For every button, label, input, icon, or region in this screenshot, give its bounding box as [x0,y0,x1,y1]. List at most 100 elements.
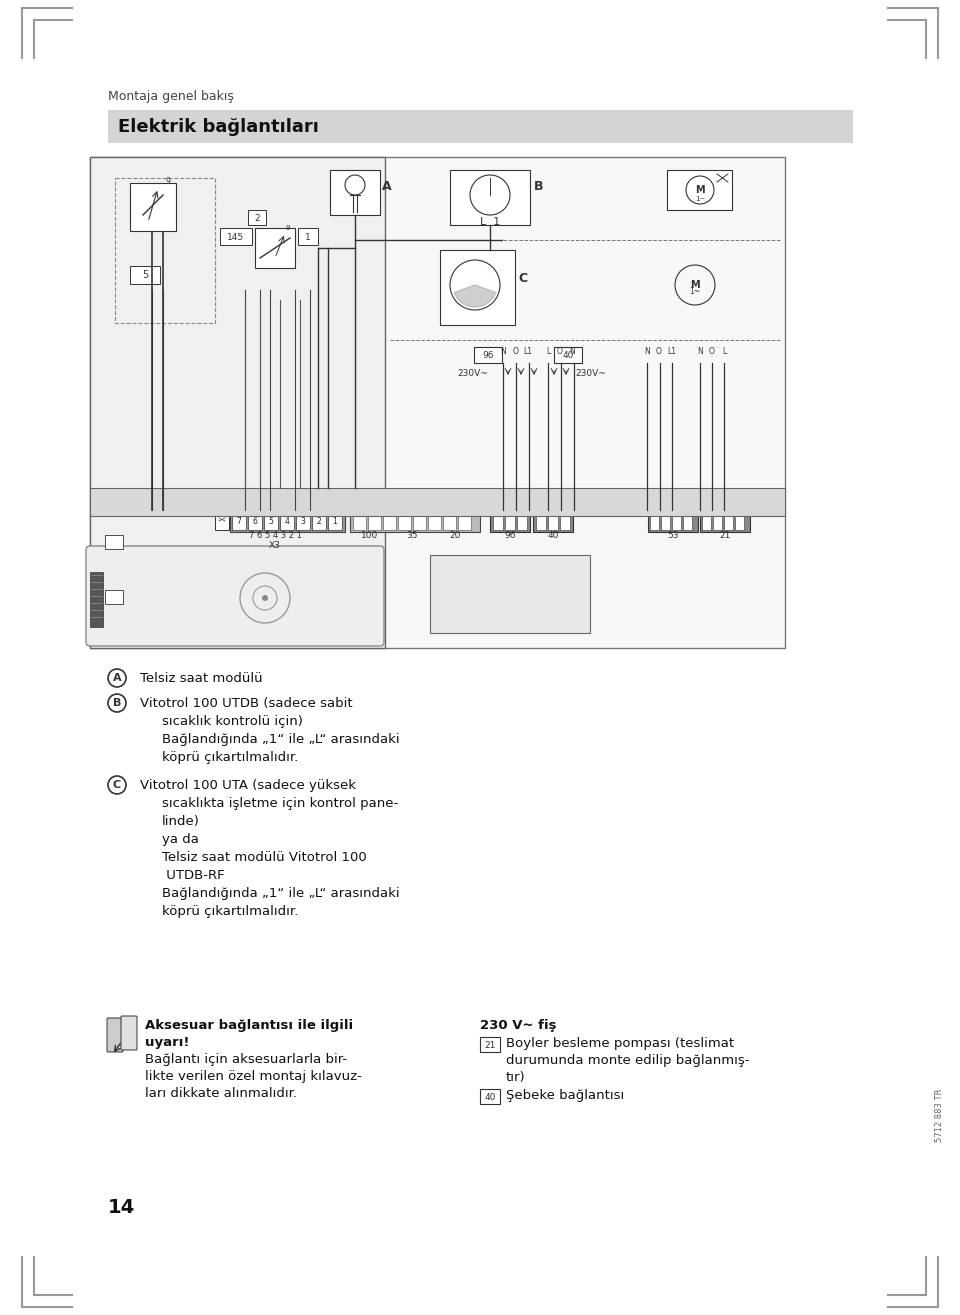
Bar [683,512,692,530]
Bar [353,512,366,530]
Text: UTDB-RF: UTDB-RF [162,868,225,881]
Bar [298,227,318,245]
Text: 3: 3 [300,517,305,526]
FancyBboxPatch shape [86,546,384,646]
Text: M: M [695,185,705,195]
Text: C: C [113,780,121,790]
Bar [115,178,215,323]
Text: Vitotrol 100 UTDB (sadece sabit: Vitotrol 100 UTDB (sadece sabit [140,697,352,710]
Bar [536,512,546,530]
Circle shape [262,594,268,601]
Text: 7: 7 [236,517,241,526]
Bar [350,510,480,533]
Bar [90,572,103,627]
Text: Aksesuar bağlantısı ile ilgili: Aksesuar bağlantısı ile ilgili [145,1019,353,1032]
Text: 96: 96 [504,531,516,540]
Bar [648,510,698,533]
Bar [280,512,294,530]
Bar [505,512,515,530]
Bar [713,512,722,530]
Bar [661,512,670,530]
Text: O: O [656,346,662,355]
Text: O: O [557,346,563,355]
Bar [90,488,785,515]
Text: 9: 9 [285,225,290,231]
Text: 5: 5 [142,270,148,280]
Text: Vitotrol 100 UTA (sadece yüksek: Vitotrol 100 UTA (sadece yüksek [140,778,356,792]
Text: sıcaklık kontrolü için): sıcaklık kontrolü için) [162,714,302,727]
Bar [215,512,229,530]
Bar [480,1038,500,1052]
Text: tır): tır) [506,1070,526,1084]
Text: L: L [546,346,550,355]
Text: durumunda monte edilip bağlanmış-: durumunda monte edilip bağlanmış- [506,1055,750,1066]
Text: Telsiz saat modülü: Telsiz saat modülü [140,672,263,685]
Text: 2: 2 [317,517,322,526]
Bar [667,170,732,210]
Bar [554,347,582,363]
Bar [232,512,246,530]
Text: X3: X3 [269,540,281,550]
Text: 2: 2 [254,213,260,222]
Bar [368,512,381,530]
Text: Elektrik bağlantıları: Elektrik bağlantıları [118,118,319,135]
Bar [474,347,502,363]
Text: N: N [697,346,703,355]
Text: 9: 9 [165,178,170,185]
Bar [650,512,659,530]
Bar [383,512,396,530]
Text: likte verilen özel montaj kılavuz-: likte verilen özel montaj kılavuz- [145,1070,362,1084]
Text: 1: 1 [305,233,311,242]
Text: köprü çıkartılmalıdır.: köprü çıkartılmalıdır. [162,905,299,918]
Bar [248,512,262,530]
Bar [493,512,503,530]
Bar [312,512,326,530]
Text: O: O [709,346,715,355]
Text: A: A [112,673,121,682]
Text: ları dikkate alınmalıdır.: ları dikkate alınmalıdır. [145,1088,297,1101]
Bar [560,512,570,530]
Text: 5712 883 TR: 5712 883 TR [935,1089,945,1141]
Text: 53: 53 [667,531,679,540]
Text: Bağlantı için aksesuarlarla bir-: Bağlantı için aksesuarlarla bir- [145,1053,348,1066]
Text: 1: 1 [332,517,337,526]
Bar [105,590,123,604]
Text: uyarı!: uyarı! [145,1036,189,1049]
Bar [255,227,295,268]
Bar [328,512,342,530]
FancyBboxPatch shape [107,1018,123,1052]
Text: L  1: L 1 [480,217,500,227]
Text: 1~: 1~ [689,287,701,296]
Text: Montaja genel bakış: Montaja genel bakış [108,89,234,103]
Text: 96: 96 [482,351,493,359]
Text: 35: 35 [406,531,418,540]
Text: 40: 40 [563,351,574,359]
Bar [430,555,590,633]
Text: 21: 21 [719,531,731,540]
Text: 21: 21 [484,1040,495,1049]
Bar [480,1089,500,1105]
Text: 5: 5 [269,517,274,526]
Bar [548,512,558,530]
Text: köprü çıkartılmalıdır.: köprü çıkartılmalıdır. [162,751,299,764]
Text: 4: 4 [284,517,289,526]
Text: N: N [569,346,575,355]
Bar [130,266,160,284]
Text: 1~: 1~ [695,196,706,203]
Text: 100: 100 [361,531,378,540]
Bar [90,156,385,648]
Text: 6: 6 [252,517,257,526]
Text: M: M [690,280,700,291]
Text: B: B [113,698,121,707]
Text: Boyler besleme pompası (teslimat: Boyler besleme pompası (teslimat [506,1038,734,1049]
Bar [428,512,441,530]
Bar [108,110,853,143]
Bar [330,170,380,214]
Bar [490,510,530,533]
Text: 7 6 5 4 3 2 1: 7 6 5 4 3 2 1 [249,531,301,540]
Bar [398,512,411,530]
Text: C: C [518,271,527,284]
Bar [735,512,744,530]
Bar [700,510,750,533]
Text: N: N [644,346,650,355]
